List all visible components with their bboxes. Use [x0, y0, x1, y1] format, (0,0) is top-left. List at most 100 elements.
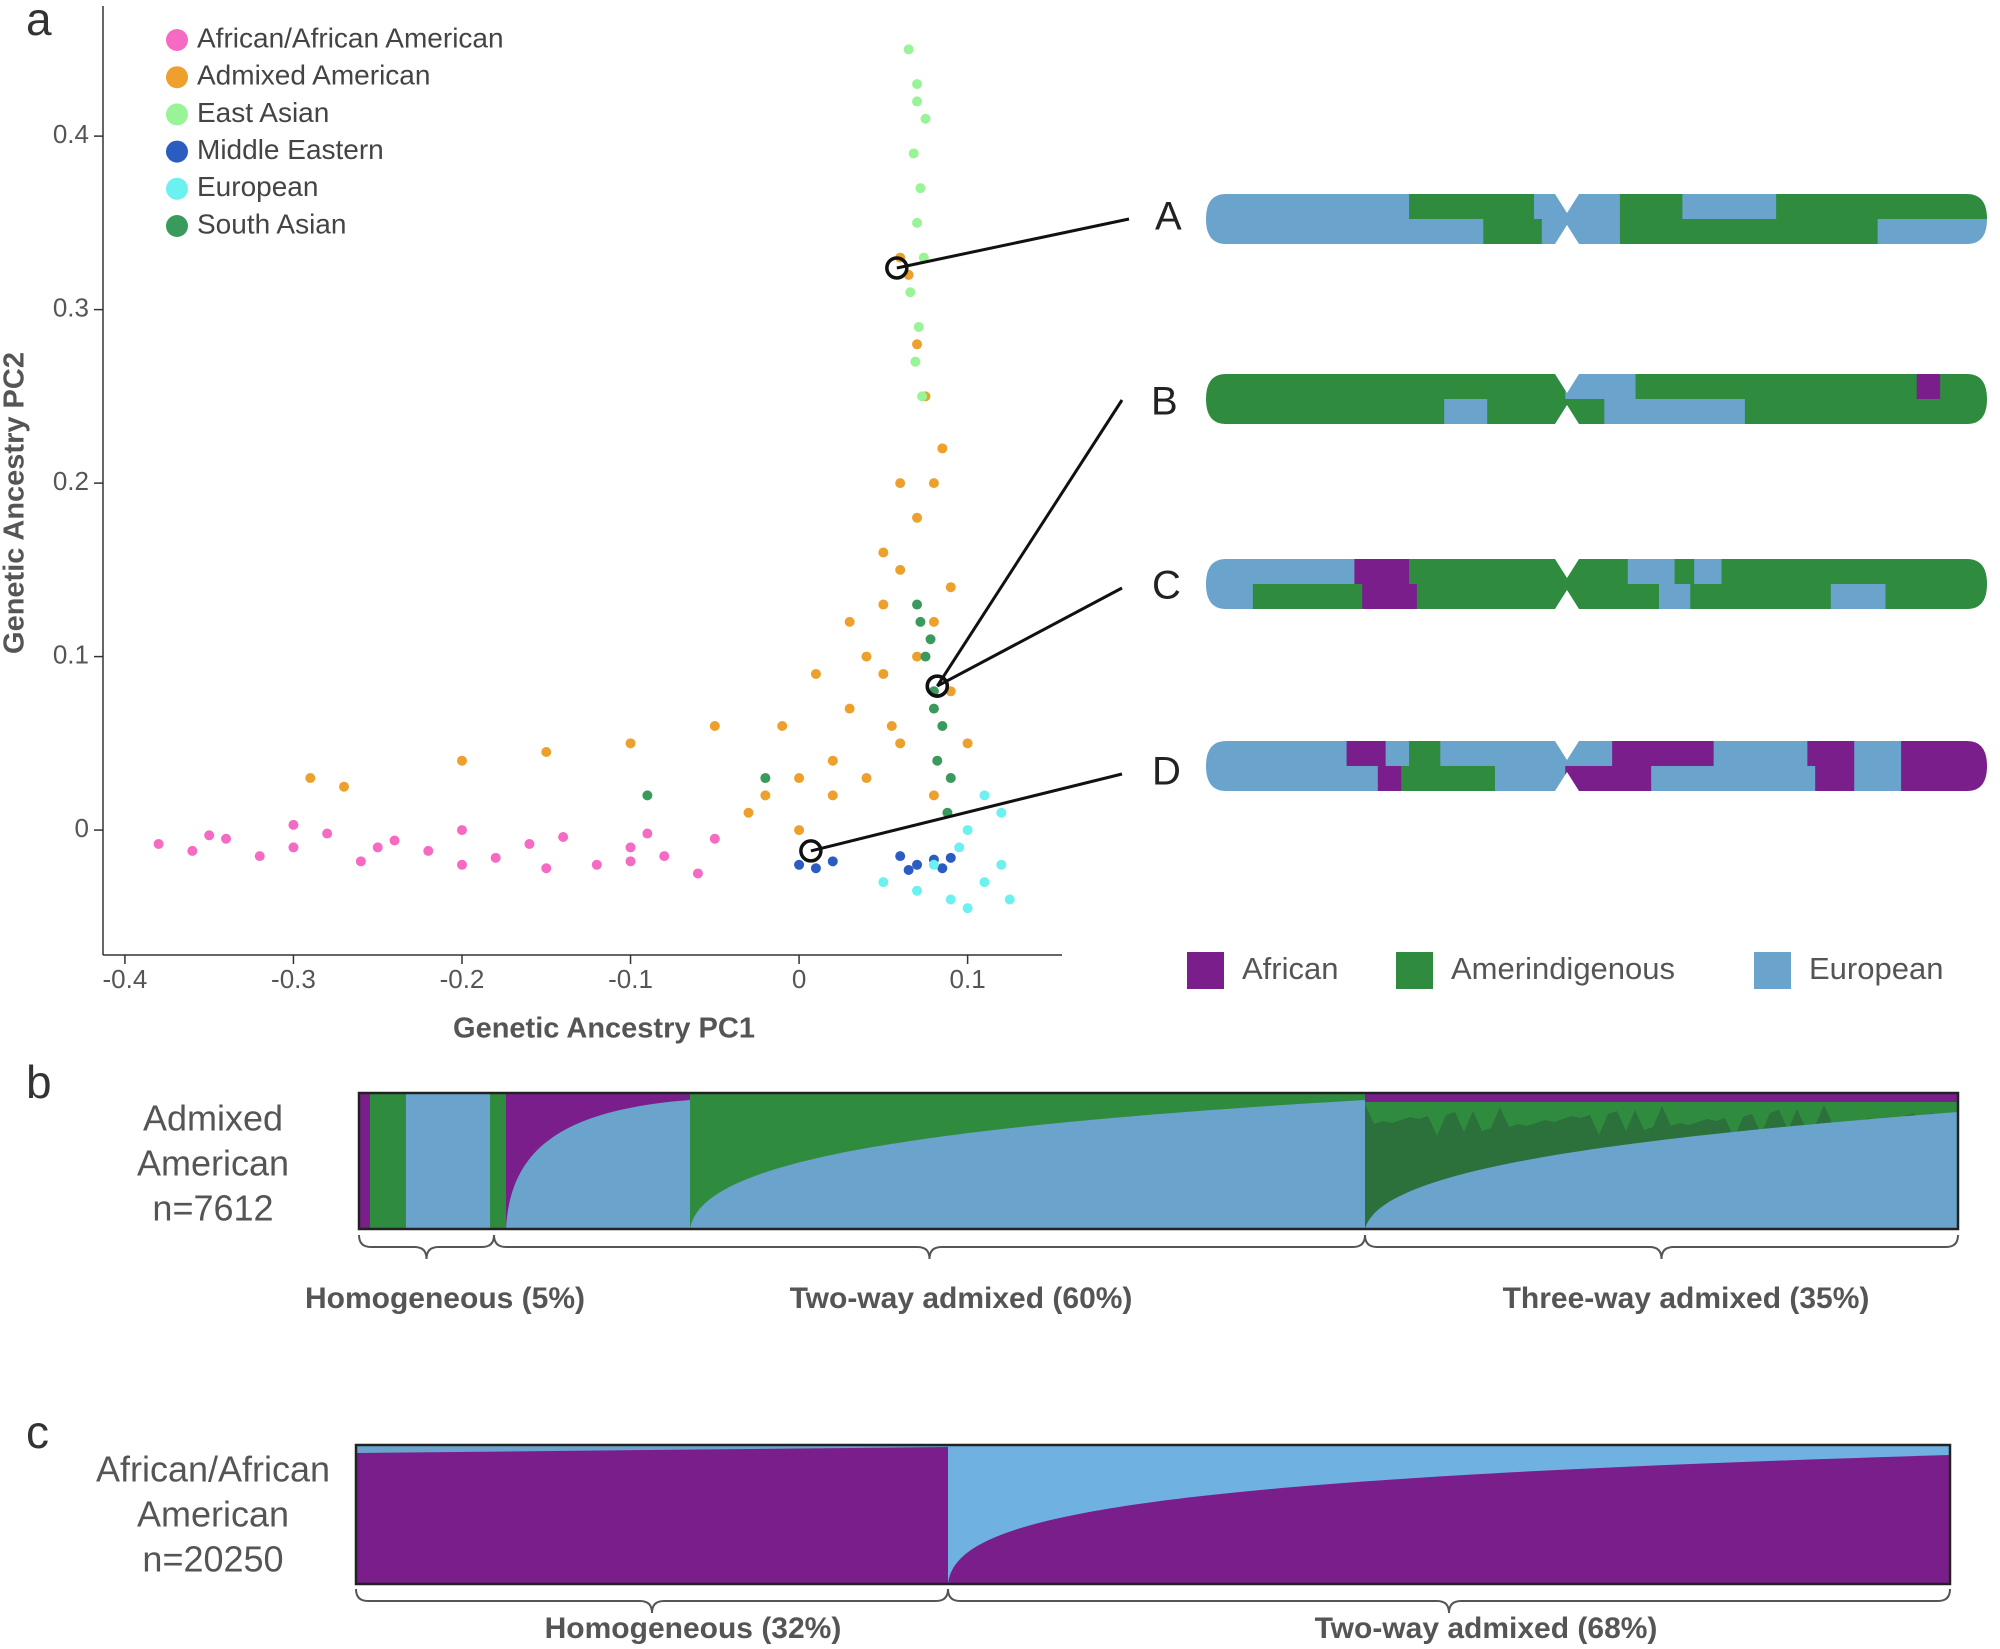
annotation-line: [896, 217, 1130, 270]
ancestry-curve: [506, 1100, 690, 1229]
annotation-label: A: [1155, 195, 1182, 239]
legend-label: European: [197, 171, 318, 202]
point: [810, 668, 821, 679]
point: [456, 859, 467, 870]
group-label: Homogeneous (5%): [305, 1282, 585, 1315]
tract: [1362, 584, 1418, 609]
y-tick-label: 0.2: [53, 466, 89, 496]
tract: [1416, 584, 1660, 609]
tract: [1901, 741, 1987, 766]
tract: [1206, 766, 1379, 791]
point: [709, 720, 720, 731]
tract: [1206, 559, 1355, 584]
point: [932, 755, 943, 766]
bracket: [1364, 1234, 1959, 1260]
point: [912, 339, 923, 350]
annotation-line: [936, 586, 1123, 688]
point: [389, 835, 400, 846]
tract: [1713, 741, 1808, 766]
tract: [1854, 741, 1902, 766]
tract: [1494, 766, 1566, 791]
point: [886, 720, 897, 731]
x-tick-label: 0: [792, 964, 806, 994]
legend-label: Admixed American: [197, 60, 430, 91]
point: [917, 391, 928, 402]
ancestry-block: [490, 1093, 506, 1229]
point: [910, 356, 921, 367]
tract: [1206, 584, 1254, 609]
point: [920, 113, 931, 124]
point: [625, 738, 636, 749]
legend-marker: [166, 215, 188, 237]
bracket: [947, 1588, 1951, 1614]
tract: [1776, 194, 1987, 219]
tract: [1565, 766, 1652, 791]
annotation-label: D: [1152, 750, 1181, 794]
point: [945, 582, 956, 593]
point: [895, 738, 906, 749]
legend-swatch: [1754, 952, 1791, 989]
tract: [1682, 194, 1777, 219]
point: [794, 825, 805, 836]
bracket: [493, 1234, 1366, 1260]
annotation-point: [885, 256, 909, 280]
point: [895, 851, 906, 862]
point: [541, 747, 552, 758]
ancestry-curve: [948, 1455, 1950, 1584]
ancestry-block: [356, 1445, 948, 1584]
point: [878, 668, 889, 679]
y-tick-label: 0.4: [53, 119, 89, 149]
chromosome: [1206, 559, 1987, 609]
point: [945, 852, 956, 863]
point: [928, 616, 939, 627]
tract: [1565, 374, 1637, 399]
point: [372, 842, 383, 853]
tract: [1206, 374, 1566, 399]
row-label: n=7612: [152, 1188, 273, 1229]
legend-marker: [166, 66, 188, 89]
point: [221, 833, 232, 844]
legend-label: Middle Eastern: [197, 134, 384, 165]
point: [204, 830, 215, 841]
point: [844, 616, 855, 627]
point: [625, 842, 636, 853]
x-tick-label: 0.1: [950, 964, 986, 994]
tract: [1401, 766, 1496, 791]
tract: [1409, 559, 1629, 584]
tract: [1721, 559, 1987, 584]
point: [642, 790, 653, 801]
tract: [1346, 741, 1387, 766]
tract: [1440, 741, 1613, 766]
tract: [1916, 374, 1941, 399]
point: [912, 651, 923, 662]
x-tick-label: -0.2: [440, 964, 485, 994]
point: [915, 183, 926, 194]
point: [187, 845, 198, 856]
point: [541, 863, 552, 874]
tract: [1541, 219, 1621, 244]
point: [810, 863, 821, 874]
point: [918, 252, 929, 263]
point: [794, 859, 805, 870]
tract: [1940, 374, 1987, 399]
tract: [1627, 559, 1676, 584]
legend-marker: [166, 29, 188, 51]
tract: [1807, 741, 1855, 766]
point: [844, 703, 855, 714]
point: [962, 825, 973, 836]
point: [254, 851, 265, 862]
tract: [1744, 399, 1987, 424]
tract: [1604, 399, 1746, 424]
ancestry-block: [370, 1093, 406, 1229]
tract: [1651, 766, 1816, 791]
y-axis-label: Genetic Ancestry PC2: [0, 352, 31, 654]
tract: [1658, 584, 1691, 609]
y-tick-label: 0.3: [53, 292, 89, 322]
point: [937, 443, 948, 454]
tract: [1885, 584, 1987, 609]
point: [912, 859, 923, 870]
point: [1004, 894, 1015, 905]
point: [827, 856, 838, 867]
x-tick-label: -0.3: [271, 964, 316, 994]
point: [288, 842, 299, 853]
